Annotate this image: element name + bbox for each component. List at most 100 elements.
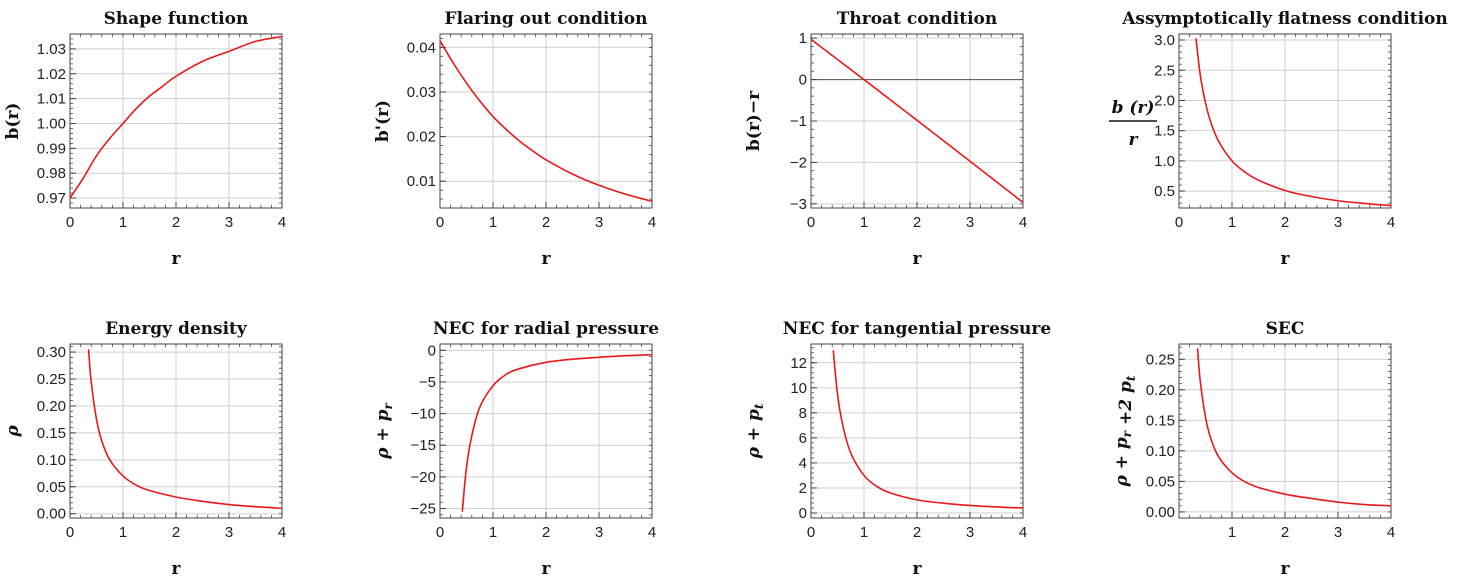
- y-axis-label: ρ + pt: [744, 403, 766, 459]
- x-tick-label: 0: [807, 214, 815, 231]
- series-line-1: [1196, 348, 1392, 507]
- y-axis-label-denominator: r: [1129, 130, 1139, 150]
- chart-title: Shape function: [104, 9, 249, 29]
- x-tick-label: 4: [1019, 524, 1027, 541]
- chart-title: Flaring out condition: [445, 9, 648, 29]
- y-tick-label: 0.20: [1146, 382, 1175, 399]
- x-tick-label: 4: [278, 524, 286, 541]
- y-tick-label: 1.5: [1154, 123, 1175, 140]
- x-tick-label: 1: [489, 524, 497, 541]
- x-tick-label: 4: [1019, 214, 1027, 231]
- x-tick-label: 0: [66, 214, 74, 231]
- x-axis-label: r: [542, 559, 552, 579]
- y-tick-label: 1.0: [1154, 153, 1175, 170]
- series-line-1: [461, 353, 653, 512]
- y-tick-label: 12: [790, 355, 807, 372]
- x-axis-label: r: [172, 559, 182, 579]
- y-tick-label: −1: [790, 113, 807, 130]
- x-tick-label: 2: [1281, 214, 1289, 231]
- x-tick-label: 4: [648, 214, 656, 231]
- x-tick-label: 2: [542, 214, 550, 231]
- x-tick-label: 2: [172, 524, 180, 541]
- x-tick-label: 4: [1387, 214, 1395, 231]
- y-tick-label: −3: [790, 196, 807, 213]
- y-tick-label: 2: [799, 480, 807, 497]
- x-tick-label: 1: [860, 524, 868, 541]
- x-tick-label: 1: [860, 214, 868, 231]
- y-axis-label: b(r)−r: [744, 90, 764, 151]
- y-tick-label: 0.98: [37, 165, 66, 182]
- y-tick-label: 0.15: [1146, 412, 1175, 429]
- chart-panel-1: Shape function 0 1 2 3 4 0.97 0.98 0.99 1.00 1.01 1…: [3, 9, 286, 269]
- y-tick-label: 0.10: [37, 452, 66, 469]
- y-tick-label: 1.03: [37, 41, 66, 58]
- x-tick-label: 3: [1334, 214, 1342, 231]
- y-tick-label: 0: [799, 505, 807, 522]
- series-line-1: [1195, 38, 1392, 207]
- y-tick-label: 2.5: [1154, 62, 1175, 79]
- y-tick-label: 0.01: [407, 173, 436, 190]
- y-tick-label: 0.05: [1146, 473, 1175, 490]
- y-axis-label: b'(r): [373, 100, 393, 142]
- y-tick-label: 0.05: [37, 479, 66, 496]
- y-tick-label: −10: [411, 406, 436, 423]
- y-tick-label: 0.00: [1146, 504, 1175, 521]
- chart-panel-4: Assymptotically flatness condition 0 1 2 3 4 0…: [1109, 9, 1448, 269]
- x-tick-label: 1: [1228, 524, 1236, 541]
- series-line-1: [439, 40, 653, 203]
- x-tick-label: 1: [1228, 214, 1236, 231]
- y-tick-label: 0.99: [37, 140, 66, 157]
- x-tick-label: 1: [119, 524, 127, 541]
- y-tick-label: 0.00: [37, 506, 66, 523]
- x-tick-label: 2: [1281, 524, 1289, 541]
- chart-title: NEC for tangential pressure: [783, 319, 1052, 339]
- y-tick-label: 0: [799, 72, 807, 89]
- x-tick-label: 1: [489, 214, 497, 231]
- x-tick-label: 0: [807, 524, 815, 541]
- x-tick-label: 3: [595, 524, 603, 541]
- y-tick-label: 1.01: [37, 91, 66, 108]
- x-tick-label: 0: [66, 524, 74, 541]
- x-tick-label: 3: [1334, 524, 1342, 541]
- y-axis-label: ρ: [3, 425, 23, 438]
- x-axis-label: r: [172, 249, 182, 269]
- chart-panel-3: Throat condition 0 1 2 3 4 −3 −2 −1 0 1 r b(r)−r: [744, 9, 1027, 269]
- y-tick-label: 6: [799, 430, 807, 447]
- series-line-1: [810, 38, 1024, 204]
- x-axis-label: r: [913, 249, 923, 269]
- x-tick-label: 0: [436, 524, 444, 541]
- x-axis-label: r: [1281, 249, 1291, 269]
- y-tick-label: 0.20: [37, 398, 66, 415]
- x-tick-label: 2: [542, 524, 550, 541]
- x-tick-label: 2: [913, 524, 921, 541]
- y-tick-label: 2.0: [1154, 92, 1175, 109]
- x-axis-label: r: [913, 559, 923, 579]
- y-tick-label: 0.10: [1146, 443, 1175, 460]
- series-line-1: [832, 350, 1024, 509]
- x-axis-label: r: [542, 249, 552, 269]
- y-axis-label: b(r): [3, 103, 23, 140]
- series-line-1: [87, 349, 283, 510]
- x-tick-label: 4: [278, 214, 286, 231]
- y-tick-label: 4: [799, 455, 807, 472]
- x-tick-label: 1: [119, 214, 127, 231]
- y-axis-label-numerator: b (r): [1112, 98, 1155, 118]
- y-tick-label: −2: [790, 154, 807, 171]
- y-tick-label: 8: [799, 405, 807, 422]
- x-tick-label: 4: [1387, 524, 1395, 541]
- x-tick-label: 2: [172, 214, 180, 231]
- y-tick-label: 0.30: [37, 344, 66, 361]
- x-tick-label: 2: [913, 214, 921, 231]
- y-tick-label: 1: [799, 30, 807, 47]
- x-tick-label: 0: [1175, 214, 1183, 231]
- chart-title: Throat condition: [837, 9, 998, 29]
- chart-title: Assymptotically flatness condition: [1121, 9, 1448, 29]
- y-tick-label: 0.02: [407, 129, 436, 146]
- chart-title: Energy density: [105, 319, 248, 339]
- y-tick-label: 0.25: [1146, 351, 1175, 368]
- series-line-1: [69, 35, 283, 199]
- y-tick-label: 1.00: [37, 115, 66, 132]
- y-tick-label: 0.15: [37, 425, 66, 442]
